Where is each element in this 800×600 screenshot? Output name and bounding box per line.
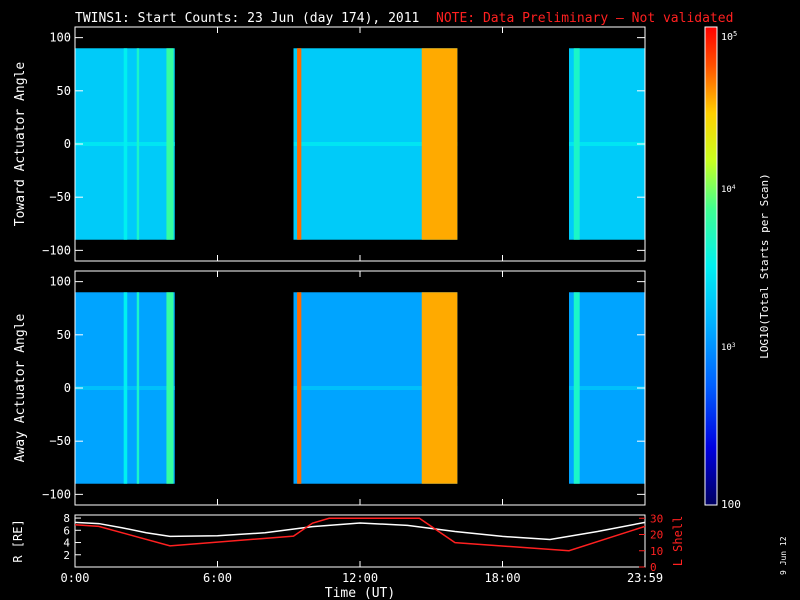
y-tick-label-2-4: −100 xyxy=(42,487,71,501)
colorbar: 105 104 103 100 LOG10(Total Starts per S… xyxy=(704,26,788,575)
y-tick-label-2-3: −50 xyxy=(49,434,71,448)
time-tick-label-4: 23:59 xyxy=(627,571,663,585)
time-tick-label-0: 0:00 xyxy=(61,571,90,585)
equator-band-1-2 xyxy=(569,142,645,146)
away-y-axis-label: Away Actuator Angle xyxy=(13,313,28,462)
count-stripe-2-4 xyxy=(421,292,458,484)
radius-axis-label: R [RE] xyxy=(11,519,25,562)
colorbar-tick-1e3: 103 xyxy=(721,342,736,353)
equator-band-2-1 xyxy=(293,386,458,390)
count-stripe-1-0 xyxy=(123,48,128,240)
count-stripe-2-0 xyxy=(123,292,128,484)
y-tick-label-1-3: −50 xyxy=(49,190,71,204)
time-tick-label-3: 18:00 xyxy=(484,571,520,585)
l-shell-series-line xyxy=(74,517,646,552)
date-stamp: 9 Jun 12 xyxy=(779,536,788,575)
toward-y-axis-label: Toward Actuator Angle xyxy=(13,62,28,227)
radius-tick-label-3: 2 xyxy=(63,549,70,562)
equator-band-2-2 xyxy=(569,386,645,390)
l-shell-tick-label-1: 20 xyxy=(650,529,663,542)
x-axis-label: Time (UT) xyxy=(325,586,395,600)
count-stripe-2-1 xyxy=(136,292,140,484)
chart-title: TWINS1: Start Counts: 23 Jun (day 174), … xyxy=(75,11,419,26)
y-tick-label-1-2: 0 xyxy=(64,137,71,151)
l-shell-tick-label-0: 30 xyxy=(650,512,663,525)
colorbar-gradient xyxy=(704,26,718,506)
count-stripe-1-1 xyxy=(136,48,140,240)
y-tick-label-1-4: −100 xyxy=(42,243,71,257)
l-shell-tick-label-3: 0 xyxy=(650,561,657,574)
y-tick-label-2-1: 50 xyxy=(57,328,71,342)
time-tick-label-1: 6:00 xyxy=(203,571,232,585)
count-stripe-2-5 xyxy=(573,292,580,484)
y-tick-label-1-1: 50 xyxy=(57,84,71,98)
count-stripe-2-2 xyxy=(166,292,174,484)
count-stripe-1-3 xyxy=(297,48,302,240)
away-heatmap-panel: 100 50 0 −50 −100 Away Actuator Angle xyxy=(13,270,646,506)
l-shell-axis-label: L Shell xyxy=(671,516,685,567)
radius-series-line xyxy=(74,521,646,541)
y-tick-label-2-2: 0 xyxy=(64,381,71,395)
y-tick-label-1-0: 100 xyxy=(49,31,71,45)
radius-tick-label-2: 4 xyxy=(63,537,70,550)
y-tick-label-2-0: 100 xyxy=(49,275,71,289)
radius-tick-label-0: 8 xyxy=(63,512,70,525)
toward-heatmap-panel: 100 50 0 −50 −100 Toward Actuator Angle xyxy=(13,26,646,262)
radius-tick-label-1: 6 xyxy=(63,524,70,537)
time-tick-label-2: 12:00 xyxy=(342,571,378,585)
colorbar-tick-100: 100 xyxy=(721,498,741,511)
count-stripe-1-2 xyxy=(166,48,174,240)
count-stripe-2-3 xyxy=(297,292,302,484)
equator-band-1-1 xyxy=(293,142,458,146)
colorbar-label: LOG10(Total Starts per Scan) xyxy=(758,173,771,358)
colorbar-tick-1e5: 105 xyxy=(721,30,737,43)
count-stripe-1-5 xyxy=(573,48,580,240)
count-stripe-1-4 xyxy=(421,48,458,240)
colorbar-tick-1e4: 104 xyxy=(721,184,736,195)
data-note: NOTE: Data Preliminary – Not validated xyxy=(436,11,733,26)
l-shell-tick-label-2: 10 xyxy=(650,545,663,558)
